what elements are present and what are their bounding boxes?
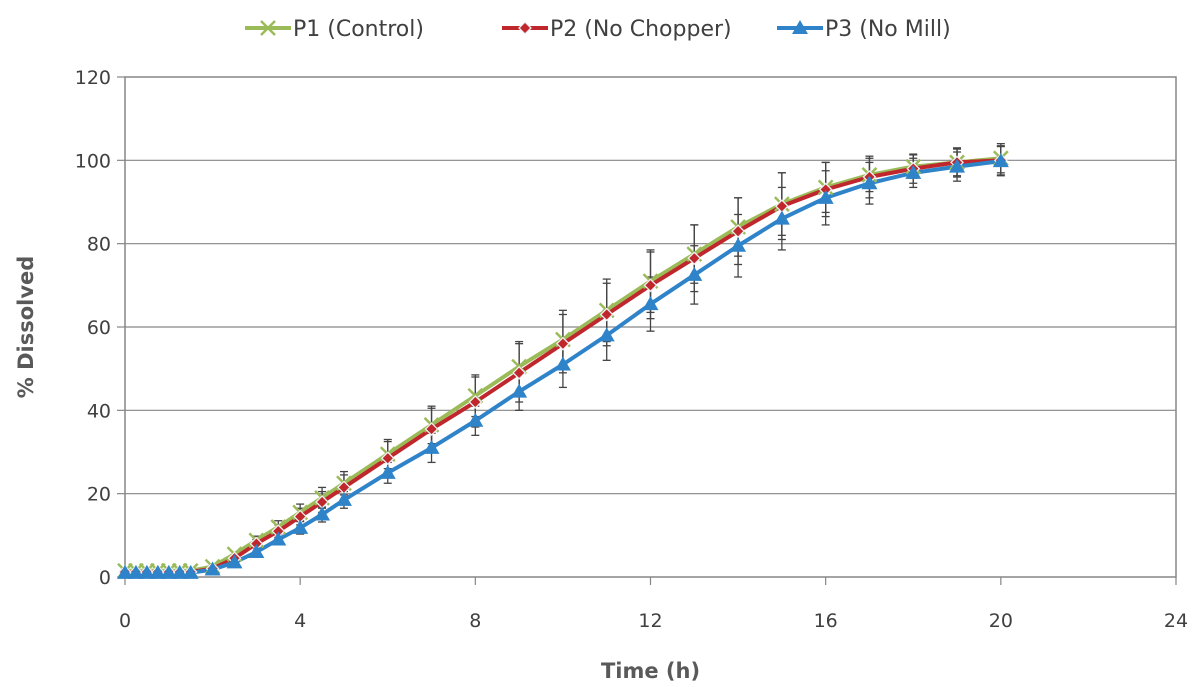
point xyxy=(817,189,834,204)
point xyxy=(171,564,188,579)
legend-label: P3 (No Mill) xyxy=(825,17,951,42)
point xyxy=(127,564,144,579)
legend-item: P2 (No Chopper) xyxy=(502,17,732,42)
y-tick-label: 120 xyxy=(75,67,111,89)
point xyxy=(117,564,133,579)
point xyxy=(292,519,309,534)
y-axis-title: % Dissolved xyxy=(14,256,38,399)
point xyxy=(260,20,276,36)
point xyxy=(467,412,484,427)
point xyxy=(182,564,199,579)
point xyxy=(468,395,483,409)
point xyxy=(643,278,658,293)
point xyxy=(642,296,659,311)
x-tick-label: 16 xyxy=(814,610,838,632)
x-tick-label: 8 xyxy=(469,610,481,632)
point xyxy=(598,327,615,342)
point xyxy=(792,20,808,34)
point xyxy=(599,307,614,322)
point xyxy=(992,153,1009,168)
point xyxy=(248,544,265,558)
legend-item: P3 (No Mill) xyxy=(777,17,951,42)
point xyxy=(379,464,396,479)
legend-label: P1 (Control) xyxy=(293,17,424,42)
point xyxy=(270,531,287,546)
x-tick-label: 4 xyxy=(294,610,306,632)
y-tick-label: 20 xyxy=(87,484,111,506)
legend-item: P1 (Control) xyxy=(245,17,424,42)
point xyxy=(204,561,221,576)
point xyxy=(905,164,922,179)
y-tick-label: 0 xyxy=(99,567,111,589)
point xyxy=(314,506,331,521)
point xyxy=(730,237,747,252)
point xyxy=(512,365,527,380)
x-axis-title: Time (h) xyxy=(601,659,700,683)
point xyxy=(511,383,528,398)
x-tick-label: 12 xyxy=(638,610,662,632)
point xyxy=(861,175,878,190)
point xyxy=(731,224,746,239)
point xyxy=(138,564,155,579)
point xyxy=(949,158,966,173)
point xyxy=(149,564,166,579)
point xyxy=(686,266,703,281)
point xyxy=(335,491,352,506)
legend-label: P2 (No Chopper) xyxy=(550,17,732,42)
point xyxy=(773,210,790,225)
y-tick-label: 40 xyxy=(87,400,111,422)
x-tick-label: 0 xyxy=(119,610,131,632)
x-tick-label: 20 xyxy=(989,610,1013,632)
y-tick-label: 100 xyxy=(75,150,111,172)
x-tick-label: 24 xyxy=(1164,610,1188,632)
point xyxy=(554,356,571,371)
point xyxy=(518,21,532,35)
point xyxy=(380,451,395,466)
point xyxy=(160,564,177,579)
point xyxy=(424,422,439,437)
y-tick-label: 80 xyxy=(87,234,111,256)
y-tick-label: 60 xyxy=(87,317,111,339)
point xyxy=(226,554,243,569)
point xyxy=(555,336,570,351)
point xyxy=(423,439,440,454)
point xyxy=(687,251,702,266)
